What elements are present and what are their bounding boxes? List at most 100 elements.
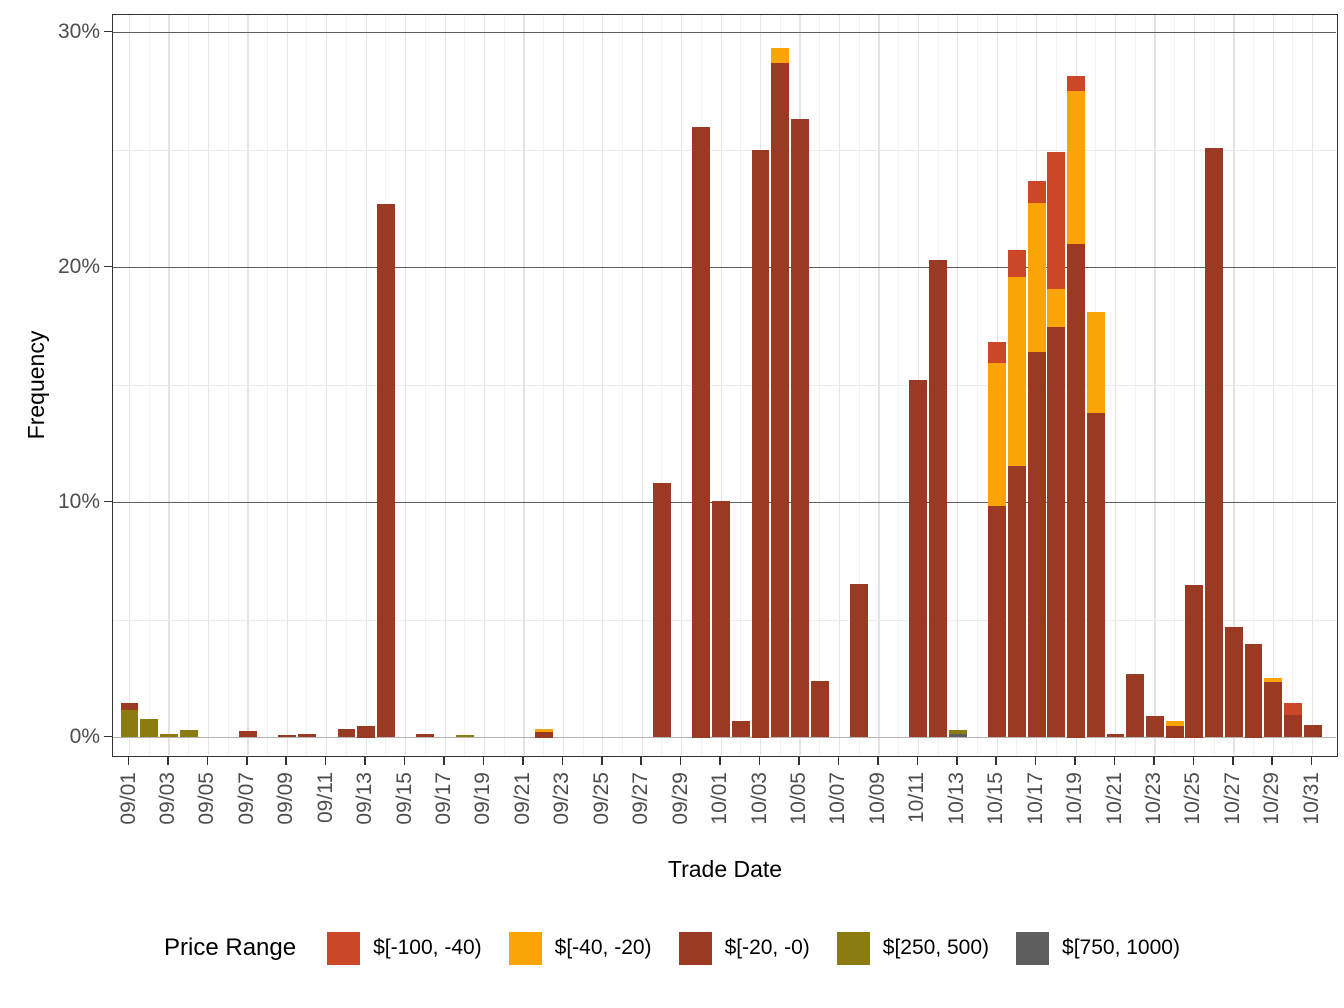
zero-baseline (113, 736, 1336, 739)
x-tick-mark (127, 757, 130, 765)
x-tick-label: 10/27 (1220, 772, 1244, 825)
bar-segment-brick (1047, 327, 1066, 738)
bar-segment-brick (1067, 244, 1085, 738)
legend-swatch-olive (836, 931, 870, 965)
x-tick-mark (600, 757, 603, 765)
bar-segment-brick (692, 126, 711, 738)
bar-segment-red (1027, 180, 1046, 203)
bar-segment-olive (455, 735, 474, 738)
x-tick-label: 10/03 (747, 772, 771, 825)
bar-segment-brick (1086, 413, 1105, 738)
x-tick-label: 09/17 (432, 772, 456, 825)
bar-segment-amber (988, 362, 1007, 507)
x-tick-mark (167, 757, 169, 765)
bar-segment-brick (929, 260, 947, 738)
x-tick-label: 10/17 (1023, 772, 1047, 825)
x-tick-mark (837, 757, 840, 765)
bar-segment-brick (337, 728, 356, 738)
gridline-major-y (113, 31, 1336, 34)
x-tick-mark (1113, 757, 1116, 765)
x-tick-mark (758, 757, 761, 765)
y-tick-label: 20% (57, 254, 100, 278)
bar-segment-brick (1008, 466, 1026, 738)
bar-segment-brick (534, 731, 553, 738)
legend-label: $[250, 500) (882, 936, 990, 959)
x-tick-label: 10/13 (944, 772, 968, 825)
bar-segment-brick (120, 703, 139, 711)
legend-swatch-brick (678, 931, 712, 965)
x-tick-label: 10/21 (1102, 772, 1126, 825)
bar-segment-brick (1165, 725, 1184, 738)
legend-swatch-red (327, 931, 361, 965)
x-tick-mark (1034, 757, 1037, 765)
bar-segment-brick (1224, 627, 1243, 738)
gridline-minor-y (113, 149, 1336, 151)
bar-segment-brick (810, 681, 829, 738)
bar-segment-brick (771, 63, 790, 738)
bar-segment-brick (1027, 352, 1046, 738)
x-tick-label: 09/27 (629, 772, 653, 825)
y-tick-label: 30% (57, 19, 100, 43)
legend-item: $[250, 500) (836, 931, 990, 965)
bar-segment-brick (1264, 682, 1283, 738)
x-tick-mark (719, 757, 721, 765)
x-tick-label: 10/11 (905, 772, 929, 823)
bar-segment-amber (534, 729, 553, 732)
bar-segment-brick (1126, 674, 1145, 738)
legend-swatch-amber (508, 931, 542, 965)
plot-panel (112, 14, 1338, 757)
x-tick-mark (403, 757, 406, 765)
legend-label: $[-20, -0) (724, 936, 810, 959)
bar-segment-red (1008, 249, 1026, 277)
x-tick-label: 10/09 (865, 772, 889, 825)
x-tick-mark (916, 757, 919, 765)
bar-segment-olive (179, 730, 198, 738)
bar-segment-brick (1303, 724, 1322, 738)
bar-segment-amber (1047, 288, 1066, 328)
bar-segment-red (988, 341, 1007, 363)
bar-segment-brick (376, 204, 395, 738)
bar-segment-brick (712, 501, 730, 738)
x-tick-mark (246, 757, 248, 765)
x-tick-mark (640, 757, 642, 765)
bar-segment-brick (751, 150, 770, 738)
bar-segment-amber (1086, 312, 1105, 414)
x-tick-mark (206, 757, 209, 765)
bar-segment-brick (278, 735, 297, 738)
legend-label: $[750, 1000) (1062, 936, 1180, 959)
bar-segment-amber (1027, 202, 1046, 353)
x-tick-label: 09/11 (313, 772, 337, 823)
x-tick-label: 10/29 (1260, 772, 1284, 825)
x-tick-mark (324, 757, 327, 765)
legend: Price Range $[-100, -40) $[-40, -20) $[-20… (0, 916, 1344, 980)
legend-item: $[-20, -0) (678, 931, 810, 965)
legend-item: $[750, 1000) (1016, 931, 1180, 965)
bar-segment-brick (731, 721, 750, 738)
x-tick-label: 10/31 (1299, 772, 1323, 825)
y-tick-mark (104, 735, 112, 738)
bar-segment-brick (416, 734, 435, 738)
x-tick-label: 10/19 (1063, 772, 1087, 825)
y-axis-title: Frequency (23, 330, 49, 440)
bar-segment-red (1067, 75, 1085, 92)
x-tick-mark (798, 757, 800, 765)
x-tick-label: 09/23 (550, 772, 574, 825)
x-tick-mark (679, 757, 682, 765)
x-tick-label: 10/01 (708, 772, 732, 825)
bar-segment-brick (988, 506, 1007, 738)
x-tick-mark (561, 757, 564, 765)
legend-item: $[-40, -20) (508, 931, 652, 965)
bar-segment-brick (357, 725, 376, 738)
x-tick-mark (1271, 757, 1274, 765)
x-tick-label: 09/07 (234, 772, 258, 825)
bar-segment-amber (1165, 721, 1184, 726)
bar-segment-amber (1008, 276, 1026, 467)
legend-label: $[-100, -40) (373, 936, 482, 959)
x-tick-label: 10/05 (786, 772, 810, 825)
x-tick-mark (1153, 757, 1155, 765)
legend-label: $[-40, -20) (554, 936, 652, 959)
bar-segment-brick (1205, 147, 1223, 738)
x-tick-mark (995, 757, 997, 765)
x-tick-label: 09/05 (195, 772, 219, 825)
